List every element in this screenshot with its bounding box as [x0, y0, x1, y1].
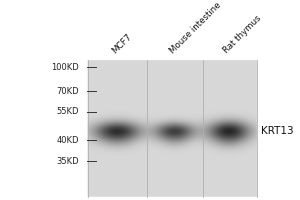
Text: 40KD: 40KD	[56, 136, 79, 145]
Text: 100KD: 100KD	[51, 63, 79, 72]
Text: 55KD: 55KD	[56, 107, 79, 116]
Text: MCF7: MCF7	[110, 32, 134, 55]
Text: 70KD: 70KD	[56, 87, 79, 96]
Text: Rat thymus: Rat thymus	[222, 14, 263, 55]
Text: KRT13: KRT13	[261, 126, 294, 136]
Text: 35KD: 35KD	[56, 157, 79, 166]
Text: Mouse intestine: Mouse intestine	[168, 0, 223, 55]
